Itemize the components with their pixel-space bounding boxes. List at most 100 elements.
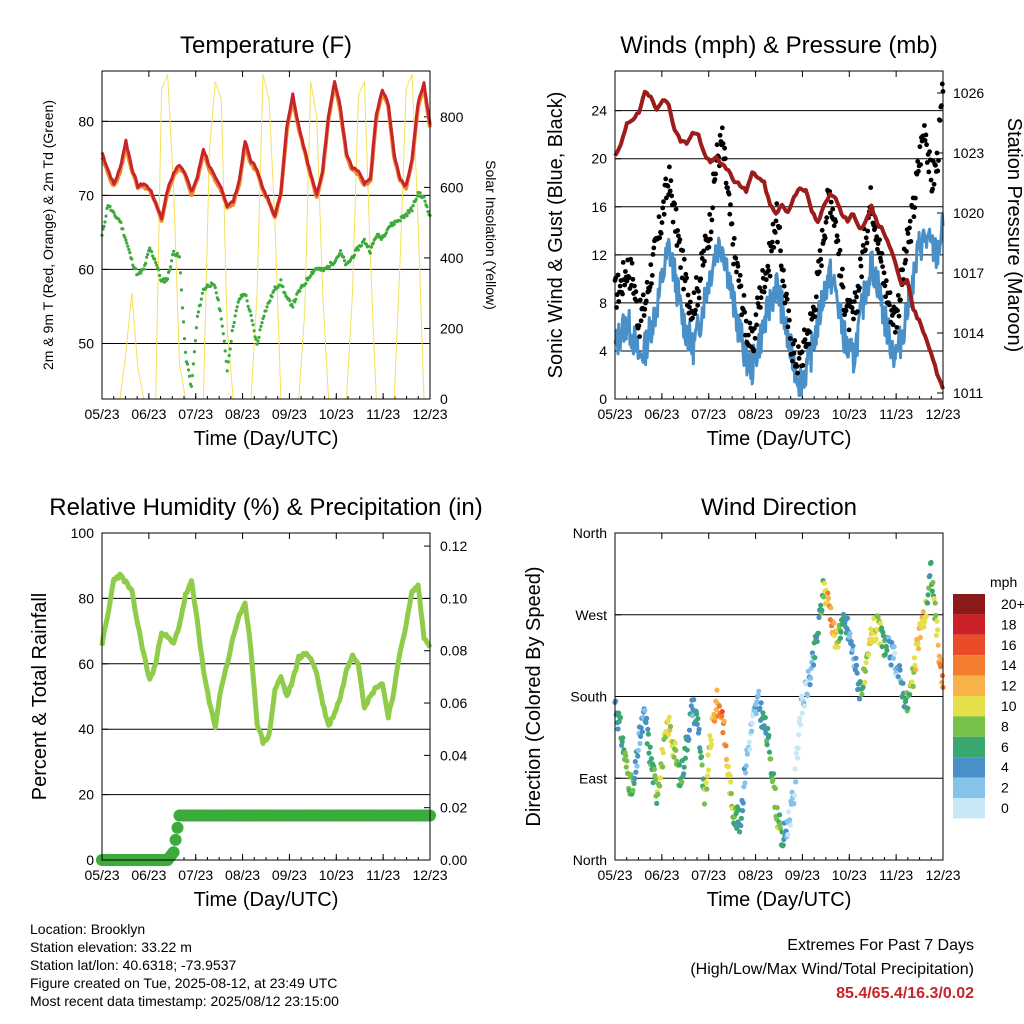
- gust-point: [617, 283, 623, 289]
- gust-point: [649, 273, 655, 278]
- dewpoint-point: [402, 215, 406, 220]
- direction-point: [797, 722, 804, 728]
- gust-point: [886, 302, 892, 308]
- gust-point: [830, 206, 836, 212]
- x-tick-label: 09/23: [272, 867, 307, 883]
- direction-point: [623, 753, 629, 759]
- gust-point: [908, 239, 914, 244]
- dewpoint-point: [342, 259, 347, 263]
- dewpoint-point: [102, 224, 106, 228]
- gust-point: [680, 248, 686, 254]
- direction-point: [889, 639, 895, 646]
- dewpoint-point: [356, 248, 360, 252]
- x-tick-label: 11/23: [366, 406, 400, 422]
- gust-point: [896, 313, 902, 319]
- direction-point: [720, 730, 726, 736]
- dewpoint-point: [290, 302, 294, 307]
- gust-point: [656, 214, 662, 220]
- gust-point: [863, 235, 869, 241]
- chart-title: Relative Humidity (%) & Precipitation (i…: [49, 494, 482, 521]
- gust-point: [818, 256, 824, 262]
- y-tick-label: 24: [591, 103, 607, 119]
- gust-point: [661, 199, 666, 205]
- dewpoint-point: [200, 291, 204, 295]
- gust-point: [706, 244, 712, 250]
- dewpoint-point: [169, 265, 173, 269]
- dewpoint-point: [422, 195, 426, 199]
- y-tick-label: South: [570, 689, 607, 705]
- dewpoint-point: [123, 235, 127, 239]
- direction-point: [862, 679, 868, 685]
- extremes-subtitle: (High/Low/Max Wind/Total Precipitation): [690, 961, 974, 978]
- gust-point: [915, 159, 921, 164]
- dewpoint-point: [178, 271, 183, 275]
- x-tick-label: 05/23: [84, 867, 119, 883]
- gust-point: [787, 317, 792, 323]
- y-axis-label: Percent & Total Rainfall: [29, 593, 51, 801]
- direction-point: [686, 736, 692, 742]
- direction-point: [777, 812, 783, 818]
- direction-point: [847, 631, 853, 637]
- direction-point: [796, 732, 802, 738]
- plot-frame: [101, 532, 431, 861]
- gust-point: [828, 199, 834, 205]
- y2-tick-label: 1020: [953, 205, 984, 221]
- dewpoint-point: [232, 320, 236, 325]
- y2-tick-label: 0.06: [440, 695, 467, 711]
- gust-point: [762, 284, 768, 290]
- y-tick-label: West: [575, 607, 607, 623]
- x-tick-label: 09/23: [785, 406, 820, 422]
- direction-point: [821, 580, 827, 586]
- gust-point: [840, 284, 846, 290]
- direction-point: [896, 663, 903, 669]
- x-tick-label: 07/23: [691, 867, 726, 883]
- gust-point: [712, 177, 718, 182]
- rh-line: [99, 571, 433, 746]
- gust-point: [644, 279, 650, 285]
- direction-point: [787, 817, 793, 823]
- x-axis-label: Time (Day/UTC): [194, 428, 339, 450]
- gust-point: [781, 283, 787, 289]
- y-tick-label: 4: [599, 343, 607, 359]
- direction-point: [615, 726, 621, 732]
- dewpoint-point: [259, 324, 263, 328]
- y2-axis-label: Station Pressure (Maroon): [1003, 118, 1024, 353]
- gust-point: [766, 268, 771, 273]
- y-tick-label: 50: [78, 335, 94, 351]
- direction-point: [772, 785, 779, 792]
- colorbar-label: 16: [1001, 637, 1017, 653]
- gust-point: [846, 327, 852, 333]
- direction-point: [774, 805, 780, 811]
- gust-point: [743, 318, 749, 324]
- direction-point: [888, 662, 894, 668]
- gust-point: [831, 223, 837, 229]
- dewpoint-point: [245, 299, 249, 303]
- gust-point: [816, 269, 822, 275]
- x-tick-label: 10/23: [832, 406, 867, 422]
- dewpoint-point: [371, 241, 375, 245]
- gust-point: [917, 144, 923, 150]
- direction-point: [755, 693, 761, 699]
- direction-point: [714, 687, 720, 693]
- dewpoint-point: [177, 255, 182, 259]
- dewpoint-point: [328, 265, 332, 269]
- direction-point: [682, 755, 689, 761]
- direction-point: [805, 692, 811, 699]
- y2-tick-label: 0.08: [440, 643, 467, 659]
- y2-tick-label: 1011: [953, 385, 983, 401]
- gust-point: [833, 219, 839, 225]
- dewpoint-point: [229, 339, 233, 343]
- direction-point: [891, 644, 897, 650]
- gust-point: [842, 312, 847, 318]
- direction-point: [694, 711, 700, 717]
- dewpoint-point: [231, 324, 235, 328]
- direction-point: [651, 766, 658, 772]
- dewpoint-point: [158, 273, 162, 278]
- gust-point: [771, 245, 777, 250]
- dewpoint-point: [366, 244, 370, 248]
- dewpoint-point: [368, 251, 372, 255]
- gust-point: [865, 228, 871, 234]
- dewpoint-point: [407, 211, 411, 215]
- dewpoint-point: [142, 267, 146, 271]
- dewpoint-point: [426, 210, 430, 214]
